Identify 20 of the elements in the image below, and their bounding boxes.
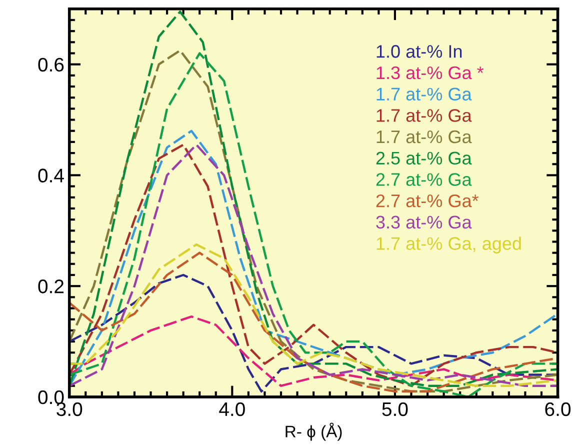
text: 2.7 at-% Ga* bbox=[376, 194, 479, 208]
text: 2.7 at-% Ga bbox=[376, 173, 472, 186]
y-tick-label: 0.2 bbox=[38, 280, 64, 294]
text: 1.7 at-% Ga bbox=[376, 109, 472, 122]
text: 1.0 at-% In bbox=[376, 45, 462, 58]
text: 1.7 at-% Ga, aged bbox=[376, 236, 521, 254]
text: 1.7 at-% Ga bbox=[376, 130, 472, 144]
text: 3.3 at-% Ga bbox=[376, 216, 472, 229]
line-series bbox=[69, 274, 558, 393]
text: 1.7 at-% Ga bbox=[376, 88, 472, 101]
y-tick-label: 0.0 bbox=[38, 390, 64, 404]
x-tick-label: 4.0 bbox=[219, 402, 245, 416]
x-tick-label: 5.0 bbox=[382, 402, 408, 416]
x-tick-label: 6.0 bbox=[545, 402, 571, 416]
text: 2.5 at-% Ga bbox=[376, 152, 472, 165]
x-axis-title: R- ϕ (Å) bbox=[286, 422, 342, 441]
text: 1.3 at-% Ga * bbox=[376, 66, 484, 80]
x-tick-label: 3.0 bbox=[56, 402, 82, 416]
y-tick-label: 0.6 bbox=[38, 58, 64, 72]
y-tick-label: 0.4 bbox=[38, 168, 64, 182]
